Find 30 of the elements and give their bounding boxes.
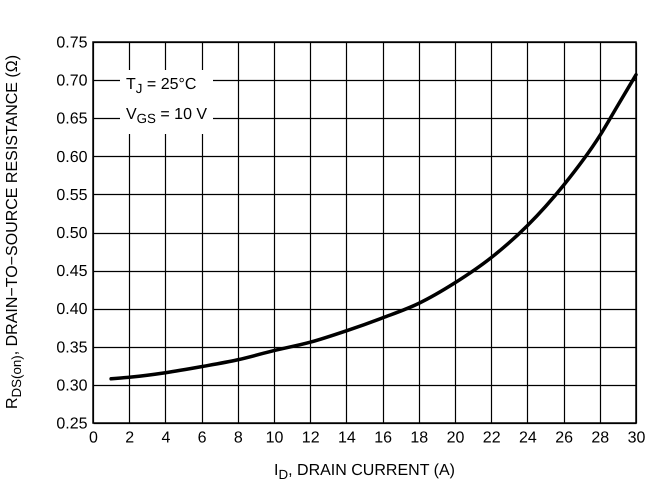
y-tick-label: 0.65 <box>56 110 88 128</box>
x-tick-label: 30 <box>628 430 646 446</box>
y-tick-label: 0.55 <box>56 186 88 204</box>
x-tick-label: 0 <box>89 430 98 446</box>
x-tick-label: 12 <box>302 430 320 446</box>
y-tick-label: 0.75 <box>56 34 88 52</box>
x-tick-label: 20 <box>446 430 464 446</box>
x-tick-label: 8 <box>234 430 243 446</box>
annotation: T$_{J}$ = 25°C <box>126 76 196 96</box>
x-tick-label: 24 <box>519 430 537 446</box>
x-tick-label: 10 <box>266 430 284 446</box>
y-tick-label: 0.40 <box>56 301 88 318</box>
y-tick-label: 0.35 <box>56 339 88 356</box>
y-tick-label: 0.60 <box>56 148 88 166</box>
y-tick-label: 0.50 <box>56 225 88 242</box>
x-tick-label: 2 <box>125 430 134 446</box>
x-tick-label: 28 <box>591 430 610 446</box>
y-tick-label: 0.25 <box>56 416 88 432</box>
y-tick-label: 0.70 <box>56 72 88 90</box>
x-tick-label: 16 <box>374 430 392 446</box>
x-axis-title: I$_{D}$, DRAIN CURRENT (A) <box>273 462 456 482</box>
y-tick-label: 0.45 <box>56 263 88 280</box>
x-tick-label: 18 <box>410 430 428 446</box>
x-tick-label: 14 <box>338 430 356 446</box>
x-tick-label: 6 <box>198 430 207 446</box>
y-tick-label: 0.30 <box>56 377 88 394</box>
x-tick-label: 4 <box>161 430 170 446</box>
x-tick-label: 26 <box>555 430 574 446</box>
annotation: V$_{GS}$ = 10 V <box>126 106 208 126</box>
x-tick-label: 22 <box>482 430 501 446</box>
